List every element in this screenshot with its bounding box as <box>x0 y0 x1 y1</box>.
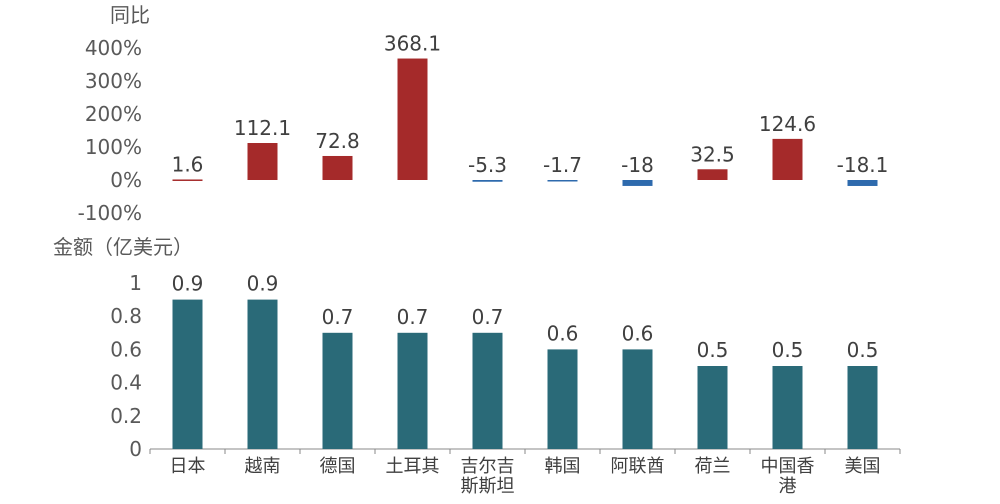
category-label: 中国香港 <box>761 456 815 497</box>
amount-bar <box>322 332 353 449</box>
category-label-line: 越南 <box>245 456 281 477</box>
yoy-bar <box>697 169 728 180</box>
yoy-data-label: 124.6 <box>759 112 816 136</box>
amount-bar <box>472 332 503 449</box>
yoy-axis-title: 同比 <box>110 3 150 27</box>
yoy-bar <box>247 143 278 180</box>
amount-bar <box>847 366 878 449</box>
amount-data-label: 0.7 <box>397 305 429 329</box>
category-label-line: 日本 <box>170 456 206 477</box>
yoy-bar <box>772 138 803 180</box>
yoy-bar <box>322 155 353 180</box>
category-label-line: 吉尔吉 <box>461 456 515 477</box>
amount-data-label: 0.9 <box>172 272 204 296</box>
category-label: 土耳其 <box>386 456 440 477</box>
category-label: 韩国 <box>545 456 581 477</box>
amount-chart: 金额（亿美元） 1 0.8 0.6 0.4 0.2 0 0.9 0.9 0.7 0.7 0.7 0.6 0… <box>53 235 901 497</box>
category-label-line: 美国 <box>845 456 881 477</box>
yoy-tick-label: 400% <box>85 36 142 60</box>
yoy-data-label: 72.8 <box>315 129 360 153</box>
category-label: 德国 <box>320 456 356 477</box>
category-label: 荷兰 <box>695 456 731 477</box>
category-label-line: 土耳其 <box>386 456 440 477</box>
yoy-tick-label: 300% <box>85 69 142 93</box>
category-label-line: 斯斯坦 <box>461 476 515 497</box>
yoy-tick-label: 0% <box>110 168 142 192</box>
amount-tick-label: 0.4 <box>110 371 142 395</box>
yoy-bar <box>547 180 578 182</box>
yoy-bar <box>472 180 503 182</box>
amount-data-label: 0.5 <box>697 338 729 362</box>
category-label-line: 阿联酋 <box>611 456 665 477</box>
yoy-tick-label: 200% <box>85 102 142 126</box>
yoy-data-label: -5.3 <box>468 153 507 177</box>
yoy-data-label: 1.6 <box>172 152 204 176</box>
category-label: 越南 <box>245 456 281 477</box>
amount-tick-label: 0.6 <box>110 337 142 361</box>
amount-data-label: 0.7 <box>322 305 354 329</box>
yoy-bar <box>622 180 653 186</box>
yoy-data-label: 32.5 <box>690 142 735 166</box>
amount-axis-title: 金额（亿美元） <box>53 235 193 259</box>
category-label-line: 荷兰 <box>695 456 731 477</box>
amount-bar <box>397 332 428 449</box>
amount-bar <box>772 366 803 449</box>
category-label: 日本 <box>170 456 206 477</box>
amount-bar <box>247 299 278 449</box>
category-label-line: 中国香 <box>761 456 815 477</box>
amount-bar <box>172 299 203 449</box>
amount-bar <box>547 349 578 449</box>
category-label: 吉尔吉斯斯坦 <box>461 456 515 497</box>
yoy-data-label: 112.1 <box>234 116 291 140</box>
amount-tick-label: 0.8 <box>110 304 142 328</box>
yoy-bar <box>397 58 428 180</box>
yoy-chart: 同比 400% 300% 200% 100% 0% -100% 1.6 112.1 72.8 368… <box>78 3 889 225</box>
category-label: 阿联酋 <box>611 456 665 477</box>
category-label-line: 德国 <box>320 456 356 477</box>
category-label: 美国 <box>845 456 881 477</box>
amount-tick-label: 0.2 <box>110 404 142 428</box>
yoy-bar <box>847 180 878 186</box>
amount-data-label: 0.7 <box>472 305 504 329</box>
amount-data-label: 0.9 <box>247 272 279 296</box>
yoy-bar <box>172 179 203 181</box>
amount-bar <box>622 349 653 449</box>
category-label-line: 韩国 <box>545 456 581 477</box>
yoy-tick-label: 100% <box>85 135 142 159</box>
yoy-data-label: -18 <box>621 153 654 177</box>
amount-data-label: 0.5 <box>847 338 879 362</box>
amount-data-label: 0.5 <box>772 338 804 362</box>
amount-tick-label: 1 <box>129 271 142 295</box>
amount-bar <box>697 366 728 449</box>
yoy-data-label: 368.1 <box>384 32 441 56</box>
category-label-line: 港 <box>779 476 797 497</box>
amount-data-label: 0.6 <box>547 321 579 345</box>
amount-data-label: 0.6 <box>622 321 654 345</box>
yoy-data-label: -18.1 <box>837 153 889 177</box>
yoy-tick-label: -100% <box>78 201 142 225</box>
yoy-data-label: -1.7 <box>543 153 582 177</box>
amount-tick-label: 0 <box>129 437 142 461</box>
